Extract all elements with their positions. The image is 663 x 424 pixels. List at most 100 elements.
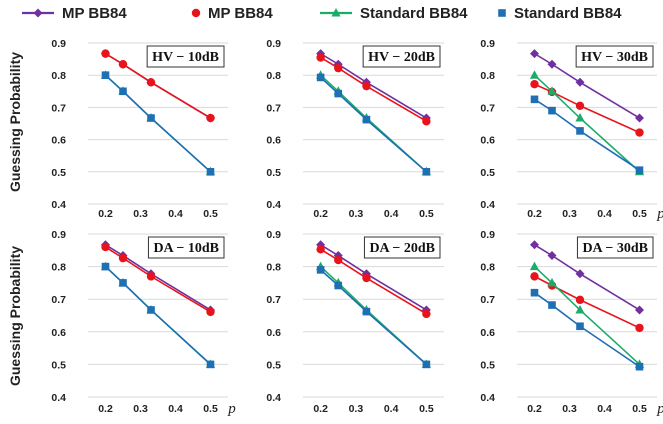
y-tick-label: 0.4 [266,392,281,404]
panel-title: DA − 10dB [153,241,219,256]
x-tick-label: 0.2 [98,208,113,220]
panel-title: DA − 30dB [582,241,648,256]
chart-panel: 0.4 0.5 0.6 0.7 0.8 0.9 0.2 0.3 0.4 0.5 HV − 10dB [51,38,228,220]
y-tick-label: 0.6 [266,135,281,147]
x-tick-label: 0.3 [133,403,148,415]
data-point [635,166,644,174]
data-point [362,273,371,283]
x-tick-label: 0.2 [313,208,328,220]
data-point [101,242,110,252]
legend-marker [331,8,341,17]
y-tick-label: 0.6 [480,135,495,147]
y-tick-label: 0.8 [480,70,495,82]
data-point [547,251,557,261]
series-line [320,248,427,315]
panel-title-box: HV − 10dB [146,45,225,68]
data-point [118,253,128,263]
data-point [147,114,155,122]
series [101,242,215,317]
panel-title-border [147,236,225,259]
series [316,266,431,369]
x-tick-label: 0.5 [632,403,647,415]
data-point [548,106,556,115]
x-tick-label: 0.5 [632,208,647,220]
data-point [576,322,584,331]
data-point [119,87,127,96]
chart-panel: 0.4 0.5 0.6 0.7 0.8 0.9 0.2 0.3 0.4 0.5 HV − 20dB [266,38,444,220]
y-tick-label: 0.9 [480,229,495,241]
data-point [575,77,585,87]
y-tick-label: 0.5 [51,167,66,179]
y-tick-label: 0.6 [51,327,66,339]
chart-panel: 0.4 0.5 0.6 0.7 0.8 0.9 0.2 0.3 0.4 0.5 DA − 20dB [266,229,444,415]
x-tick-label: 0.2 [98,403,113,415]
chart-panels: 0.40.50.60.70.80.90.2 0.3 0.4 0.5HV − 10dB0… [51,38,663,417]
panel-title: HV − 10dB [152,50,219,65]
data-point [548,301,556,309]
series-line [533,266,641,365]
panel-title-box: DA − 20dB [363,236,441,259]
y-tick-label: 0.5 [51,359,66,371]
data-point [316,73,325,82]
data-point [575,113,585,122]
series [530,49,644,123]
series [101,71,215,176]
data-point [362,307,371,316]
data-point [547,59,557,69]
panel-title: HV − 20dB [368,50,435,65]
data-point [334,63,343,73]
y-tick-label: 0.8 [51,262,66,274]
data-point [206,168,215,176]
data-point [575,295,585,305]
y-tick-label: 0.4 [480,199,495,211]
legend-marker [191,8,201,18]
data-point [575,101,585,110]
y-axis-label-bottom: Guessing Probability [7,246,23,386]
legend-entry: Standard BB84 [320,5,468,22]
x-tick-label: 0.2 [527,208,542,220]
x-tick-label: 0.3 [562,208,577,220]
data-point [635,305,644,315]
data-point [206,113,215,123]
legend-label: MP BB84 [62,5,127,22]
x-axis-label: p [656,401,663,417]
legend-entry: MP BB84 [22,5,127,22]
series-line [534,244,640,311]
series-line [534,275,640,329]
data-point [547,277,557,287]
panel-title: HV − 30dB [581,50,648,65]
panel-title-box: HV − 30dB [575,45,654,68]
y-tick-label: 0.9 [51,38,66,50]
data-point [334,281,343,290]
panel-title-border [575,45,654,68]
x-tick-label: 0.5 [419,403,434,415]
y-tick-label: 0.4 [51,392,66,404]
data-point [146,78,156,87]
chart-panel: 0.4 0.5 0.6 0.7 0.8 0.9 0.2 0.3 0.4 0.5 p DA − 10dB [51,229,236,417]
x-tick-label: 0.4 [168,403,183,415]
series-line [320,76,427,173]
x-tick-label: 0.4 [597,403,612,415]
data-point [146,272,156,281]
series [316,53,431,126]
data-point [422,360,431,369]
series [316,245,431,319]
series-line [320,244,427,311]
chart-panel: 0.4 0.5 0.6 0.7 0.8 0.9 0.2 0.3 0.4 0.5 p DA − 30dB [480,229,663,417]
legend: MP BB84 MP BB84 Standard BB84 Standard BB84 [22,5,622,22]
series-line [534,83,640,134]
data-point [316,53,325,62]
data-point [530,288,539,297]
y-tick-label: 0.8 [51,70,66,82]
data-point [334,89,343,98]
data-point [530,240,539,250]
data-point [530,95,539,104]
y-tick-label: 0.8 [480,262,495,274]
series [316,73,431,176]
panel-title-border [146,45,225,68]
data-point [316,245,325,254]
x-tick-label: 0.5 [203,208,218,220]
data-point [206,360,215,369]
data-point [635,128,644,137]
